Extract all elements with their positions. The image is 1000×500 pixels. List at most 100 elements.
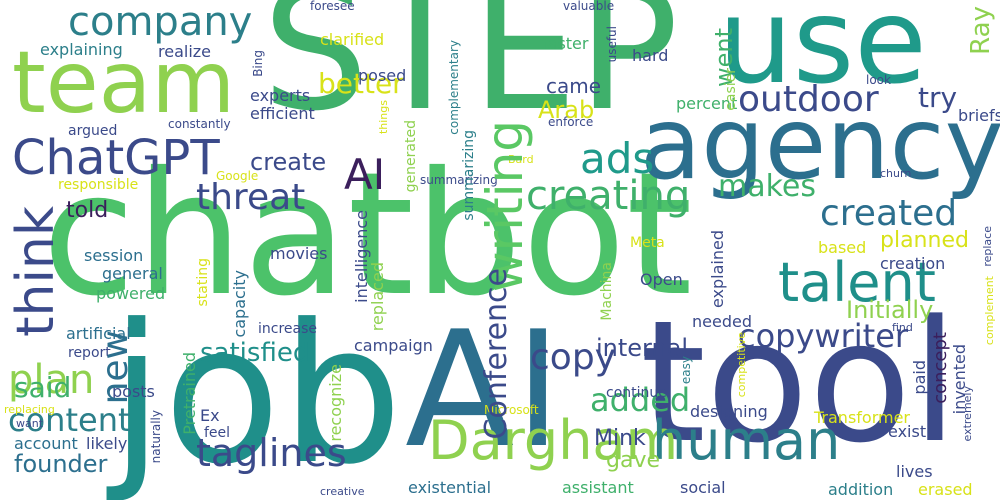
word-think: think — [6, 206, 66, 337]
word-creativity: competitive — [735, 332, 748, 398]
word-increase: increase — [258, 321, 318, 337]
word-extremely: find — [892, 321, 913, 334]
word-human: human — [652, 409, 841, 472]
word-lives: lives — [896, 462, 933, 481]
word-likely: likely — [86, 434, 128, 453]
word-replace: churn — [880, 167, 912, 180]
word-pretrained: Pretrained — [180, 352, 199, 435]
word-planned: planned — [880, 228, 969, 253]
word-continue: continue — [606, 385, 667, 401]
word-feel: feel — [204, 425, 231, 441]
word-naturally: naturally — [149, 410, 163, 464]
word-creative: creative — [320, 485, 365, 498]
word-explained: explained — [708, 230, 727, 309]
word-creating: creating — [526, 173, 691, 219]
word-things: things — [377, 100, 390, 135]
word-movies: movies — [270, 244, 328, 263]
word-capacity: capacity — [230, 270, 249, 338]
word-creation: creation — [880, 254, 946, 273]
word-competitive: extremely — [961, 386, 974, 442]
word-founder: founder — [14, 450, 108, 478]
word-machina: Machina — [599, 262, 615, 321]
word-look: briefs — [958, 106, 1000, 125]
word-meta: Meta — [630, 235, 665, 251]
word-satisfied: satisfied — [200, 338, 310, 368]
word-useful: Bard — [508, 153, 534, 166]
word-percent: easier — [723, 68, 739, 111]
word-complementary: complementary — [447, 40, 461, 135]
word-create: create — [250, 148, 327, 176]
word-use: use — [718, 0, 927, 110]
word-microsoft: Microsoft — [484, 403, 539, 417]
word-foresee: foresee — [310, 0, 355, 13]
word-replaced: replaced — [368, 262, 387, 332]
word-exist: exist — [888, 422, 927, 441]
word-erased: erased — [918, 480, 973, 499]
word-added: added — [590, 381, 691, 419]
word-easy: easy — [679, 356, 693, 385]
word-gave: gave — [606, 448, 661, 473]
word-plan: plan — [8, 357, 95, 403]
word-talent: talent — [778, 251, 936, 314]
word-general: general — [102, 264, 163, 283]
word-assistant: assistant — [562, 478, 634, 497]
word-copywriter: copywriter — [738, 317, 909, 355]
word-based: based — [818, 238, 867, 257]
word-campaign: campaign — [354, 336, 433, 355]
word-chatbot: chatbot — [42, 136, 693, 334]
word-summarizing: summarizing — [461, 130, 477, 221]
word-session: session — [84, 246, 144, 265]
word-recognize: recognize — [326, 364, 345, 442]
word-experts: experts — [250, 86, 311, 105]
word-needed: needed — [692, 312, 752, 331]
word-posts: posts — [112, 382, 155, 401]
word-job: job — [110, 284, 403, 500]
word-ai-big: AI — [405, 296, 562, 483]
word-easier: useful — [605, 26, 619, 63]
word-artificial: artificial — [66, 324, 131, 343]
word-argued: argued — [68, 123, 118, 139]
word-arab: Arab — [538, 96, 595, 124]
word-ai-mid: AI — [344, 150, 386, 199]
word-briefs: percent — [676, 94, 738, 113]
word-explaining: explaining — [40, 40, 123, 59]
word-bard: summarizing — [420, 173, 498, 187]
word-company: company — [68, 0, 253, 45]
word-valuable: valuable — [563, 0, 615, 13]
word-replacing: replacing — [4, 403, 55, 416]
word-ads: ads — [580, 134, 655, 183]
word-conference: Conference — [479, 268, 514, 440]
word-agency: agency — [640, 85, 1000, 202]
word-stating: stating — [195, 258, 211, 307]
word-realize: realize — [158, 42, 212, 61]
word-efficient: efficient — [250, 104, 315, 123]
word-dargham: Dargham — [428, 409, 679, 472]
word-account: account — [14, 434, 78, 453]
word-want: want — [16, 417, 44, 430]
word-initially: Initially — [846, 296, 934, 324]
word-transformer: Transformer — [814, 408, 911, 427]
word-chatgpt: ChatGPT — [12, 130, 220, 186]
word-ex: Ex — [200, 406, 220, 425]
word-internal: internal — [596, 334, 689, 362]
word-responsible: responsible — [58, 177, 139, 193]
word-enforce: enforce — [548, 115, 594, 129]
word-clarified: clarified — [320, 30, 385, 49]
word-posed: posed — [358, 66, 407, 85]
word-powered: powered — [96, 284, 166, 303]
word-taglines: taglines — [196, 431, 347, 475]
word-new: new — [95, 330, 136, 405]
word-bing: Bing — [251, 50, 265, 77]
word-paid: paid — [910, 360, 929, 395]
word-designing: designing — [690, 402, 768, 421]
word-said: said — [14, 371, 72, 404]
word-came: came — [546, 74, 602, 98]
word-faster: faster — [542, 34, 589, 53]
word-existential: existential — [408, 478, 492, 497]
word-find: complement — [983, 276, 996, 346]
word-makes: makes — [718, 169, 816, 204]
word-social: social — [680, 478, 726, 497]
word-tool: tool — [640, 284, 959, 480]
word-writing: writing — [476, 120, 534, 293]
